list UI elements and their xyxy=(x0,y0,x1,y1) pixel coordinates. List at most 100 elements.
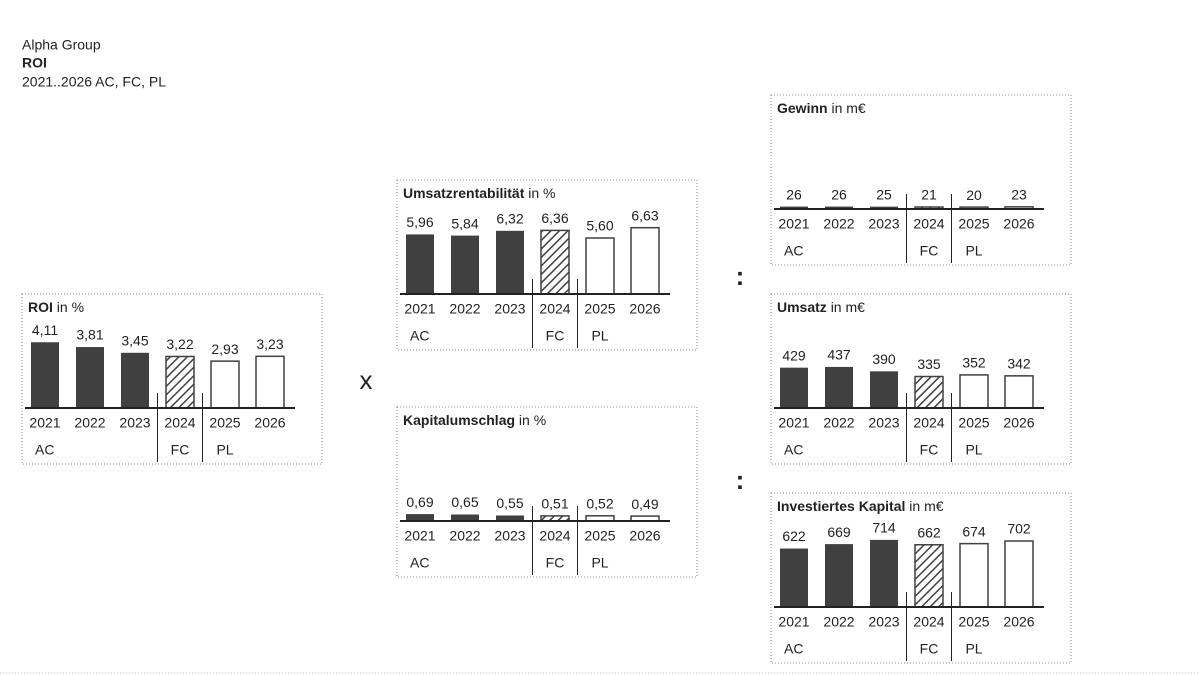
panel-unit: in % xyxy=(519,412,546,428)
bar xyxy=(76,347,104,408)
panel-unit: in m€ xyxy=(831,299,865,315)
value-label: 6,32 xyxy=(496,211,523,227)
bar xyxy=(780,206,808,209)
value-label: 5,60 xyxy=(586,218,613,234)
value-label: 662 xyxy=(917,524,941,540)
panel-unit: in % xyxy=(528,185,555,201)
x-tick-label: 2025 xyxy=(958,216,989,232)
bar xyxy=(870,206,898,209)
value-label: 4,11 xyxy=(32,322,58,338)
value-label: 3,45 xyxy=(121,333,148,349)
x-tick-label: 2024 xyxy=(164,415,195,431)
panel-title-text: ROI xyxy=(28,299,53,315)
panel-unit: in m€ xyxy=(909,498,943,514)
report-subtitle: 2021..2026 AC, FC, PL xyxy=(22,74,166,90)
x-tick-label: 2025 xyxy=(209,415,240,431)
scenario-label: AC xyxy=(784,243,803,259)
x-tick-label: 2022 xyxy=(823,614,854,630)
x-tick-label: 2024 xyxy=(539,528,570,544)
bar xyxy=(630,226,660,295)
x-tick-label: 2024 xyxy=(913,415,944,431)
panel-title: Umsatz in m€ xyxy=(777,299,865,315)
bar xyxy=(914,544,944,608)
value-label: 669 xyxy=(827,524,851,540)
scenario-label: PL xyxy=(591,555,608,571)
scenario-label: FC xyxy=(920,442,939,458)
bar xyxy=(451,514,479,521)
x-tick-label: 2026 xyxy=(1003,216,1034,232)
panel-border xyxy=(21,293,323,465)
value-label: 702 xyxy=(1007,521,1031,537)
bar xyxy=(1004,540,1034,608)
x-tick-label: 2023 xyxy=(868,216,899,232)
scenario-label: FC xyxy=(171,442,190,458)
x-tick-label: 2026 xyxy=(629,528,660,544)
operator: : xyxy=(736,465,745,495)
x-tick-label: 2025 xyxy=(958,415,989,431)
value-label: 23 xyxy=(1011,187,1027,203)
x-tick-label: 2022 xyxy=(823,216,854,232)
panel-title-text: Umsatzrentabilität xyxy=(403,185,525,201)
bar xyxy=(255,355,285,409)
value-label: 0,51 xyxy=(541,496,568,512)
bar xyxy=(121,352,149,408)
panel-unit: in % xyxy=(57,299,84,315)
value-label: 2,93 xyxy=(211,341,238,357)
x-tick-label: 2022 xyxy=(449,528,480,544)
company: Alpha Group xyxy=(22,37,101,53)
scenario-label: FC xyxy=(920,641,939,657)
x-tick-label: 2024 xyxy=(913,614,944,630)
scenario-label: PL xyxy=(216,442,233,458)
value-label: 0,52 xyxy=(586,496,613,512)
x-tick-label: 2021 xyxy=(29,415,60,431)
value-label: 0,49 xyxy=(631,496,658,512)
panel-title-text: Kapitalumschlag xyxy=(403,412,515,428)
scenario-label: PL xyxy=(965,243,982,259)
x-tick-label: 2023 xyxy=(868,415,899,431)
value-label: 5,96 xyxy=(406,214,433,230)
x-tick-label: 2025 xyxy=(584,301,615,317)
scenario-label: PL xyxy=(591,328,608,344)
value-label: 26 xyxy=(786,186,802,202)
bar xyxy=(780,548,808,607)
panel-title: Kapitalumschlag in % xyxy=(403,412,546,428)
value-label: 429 xyxy=(782,347,806,363)
bar xyxy=(1004,375,1034,409)
value-label: 0,55 xyxy=(496,495,523,511)
x-tick-label: 2023 xyxy=(119,415,150,431)
x-tick-label: 2026 xyxy=(629,301,660,317)
panel-border xyxy=(770,94,1072,266)
panel-title-text: Investiertes Kapital xyxy=(777,498,905,514)
bar xyxy=(959,542,989,608)
bar xyxy=(165,355,195,409)
panel-title: Gewinn in m€ xyxy=(777,100,866,116)
value-label: 6,36 xyxy=(541,210,568,226)
panel-title: Investiertes Kapital in m€ xyxy=(777,498,944,514)
operator: : xyxy=(736,261,745,291)
x-tick-label: 2023 xyxy=(494,528,525,544)
x-tick-label: 2025 xyxy=(958,614,989,630)
scenario-label: AC xyxy=(35,442,54,458)
value-label: 0,69 xyxy=(406,494,433,510)
panel-title: Umsatzrentabilität in % xyxy=(403,185,555,201)
value-label: 622 xyxy=(782,528,806,544)
scenario-label: FC xyxy=(920,243,939,259)
value-label: 26 xyxy=(831,186,847,202)
panel-border xyxy=(770,293,1072,465)
scenario-label: AC xyxy=(410,555,429,571)
bar xyxy=(451,235,479,294)
bar xyxy=(825,544,853,607)
value-label: 714 xyxy=(872,520,896,536)
scenario-label: FC xyxy=(546,328,565,344)
bar xyxy=(406,514,434,521)
value-label: 5,84 xyxy=(451,215,478,231)
value-label: 3,22 xyxy=(166,336,193,352)
bar xyxy=(406,234,434,294)
bar xyxy=(585,237,615,295)
panel-unit: in m€ xyxy=(831,100,865,116)
x-tick-label: 2024 xyxy=(539,301,570,317)
x-tick-label: 2021 xyxy=(404,301,435,317)
panel-title-text: Gewinn xyxy=(777,100,828,116)
value-label: 0,65 xyxy=(451,494,478,510)
